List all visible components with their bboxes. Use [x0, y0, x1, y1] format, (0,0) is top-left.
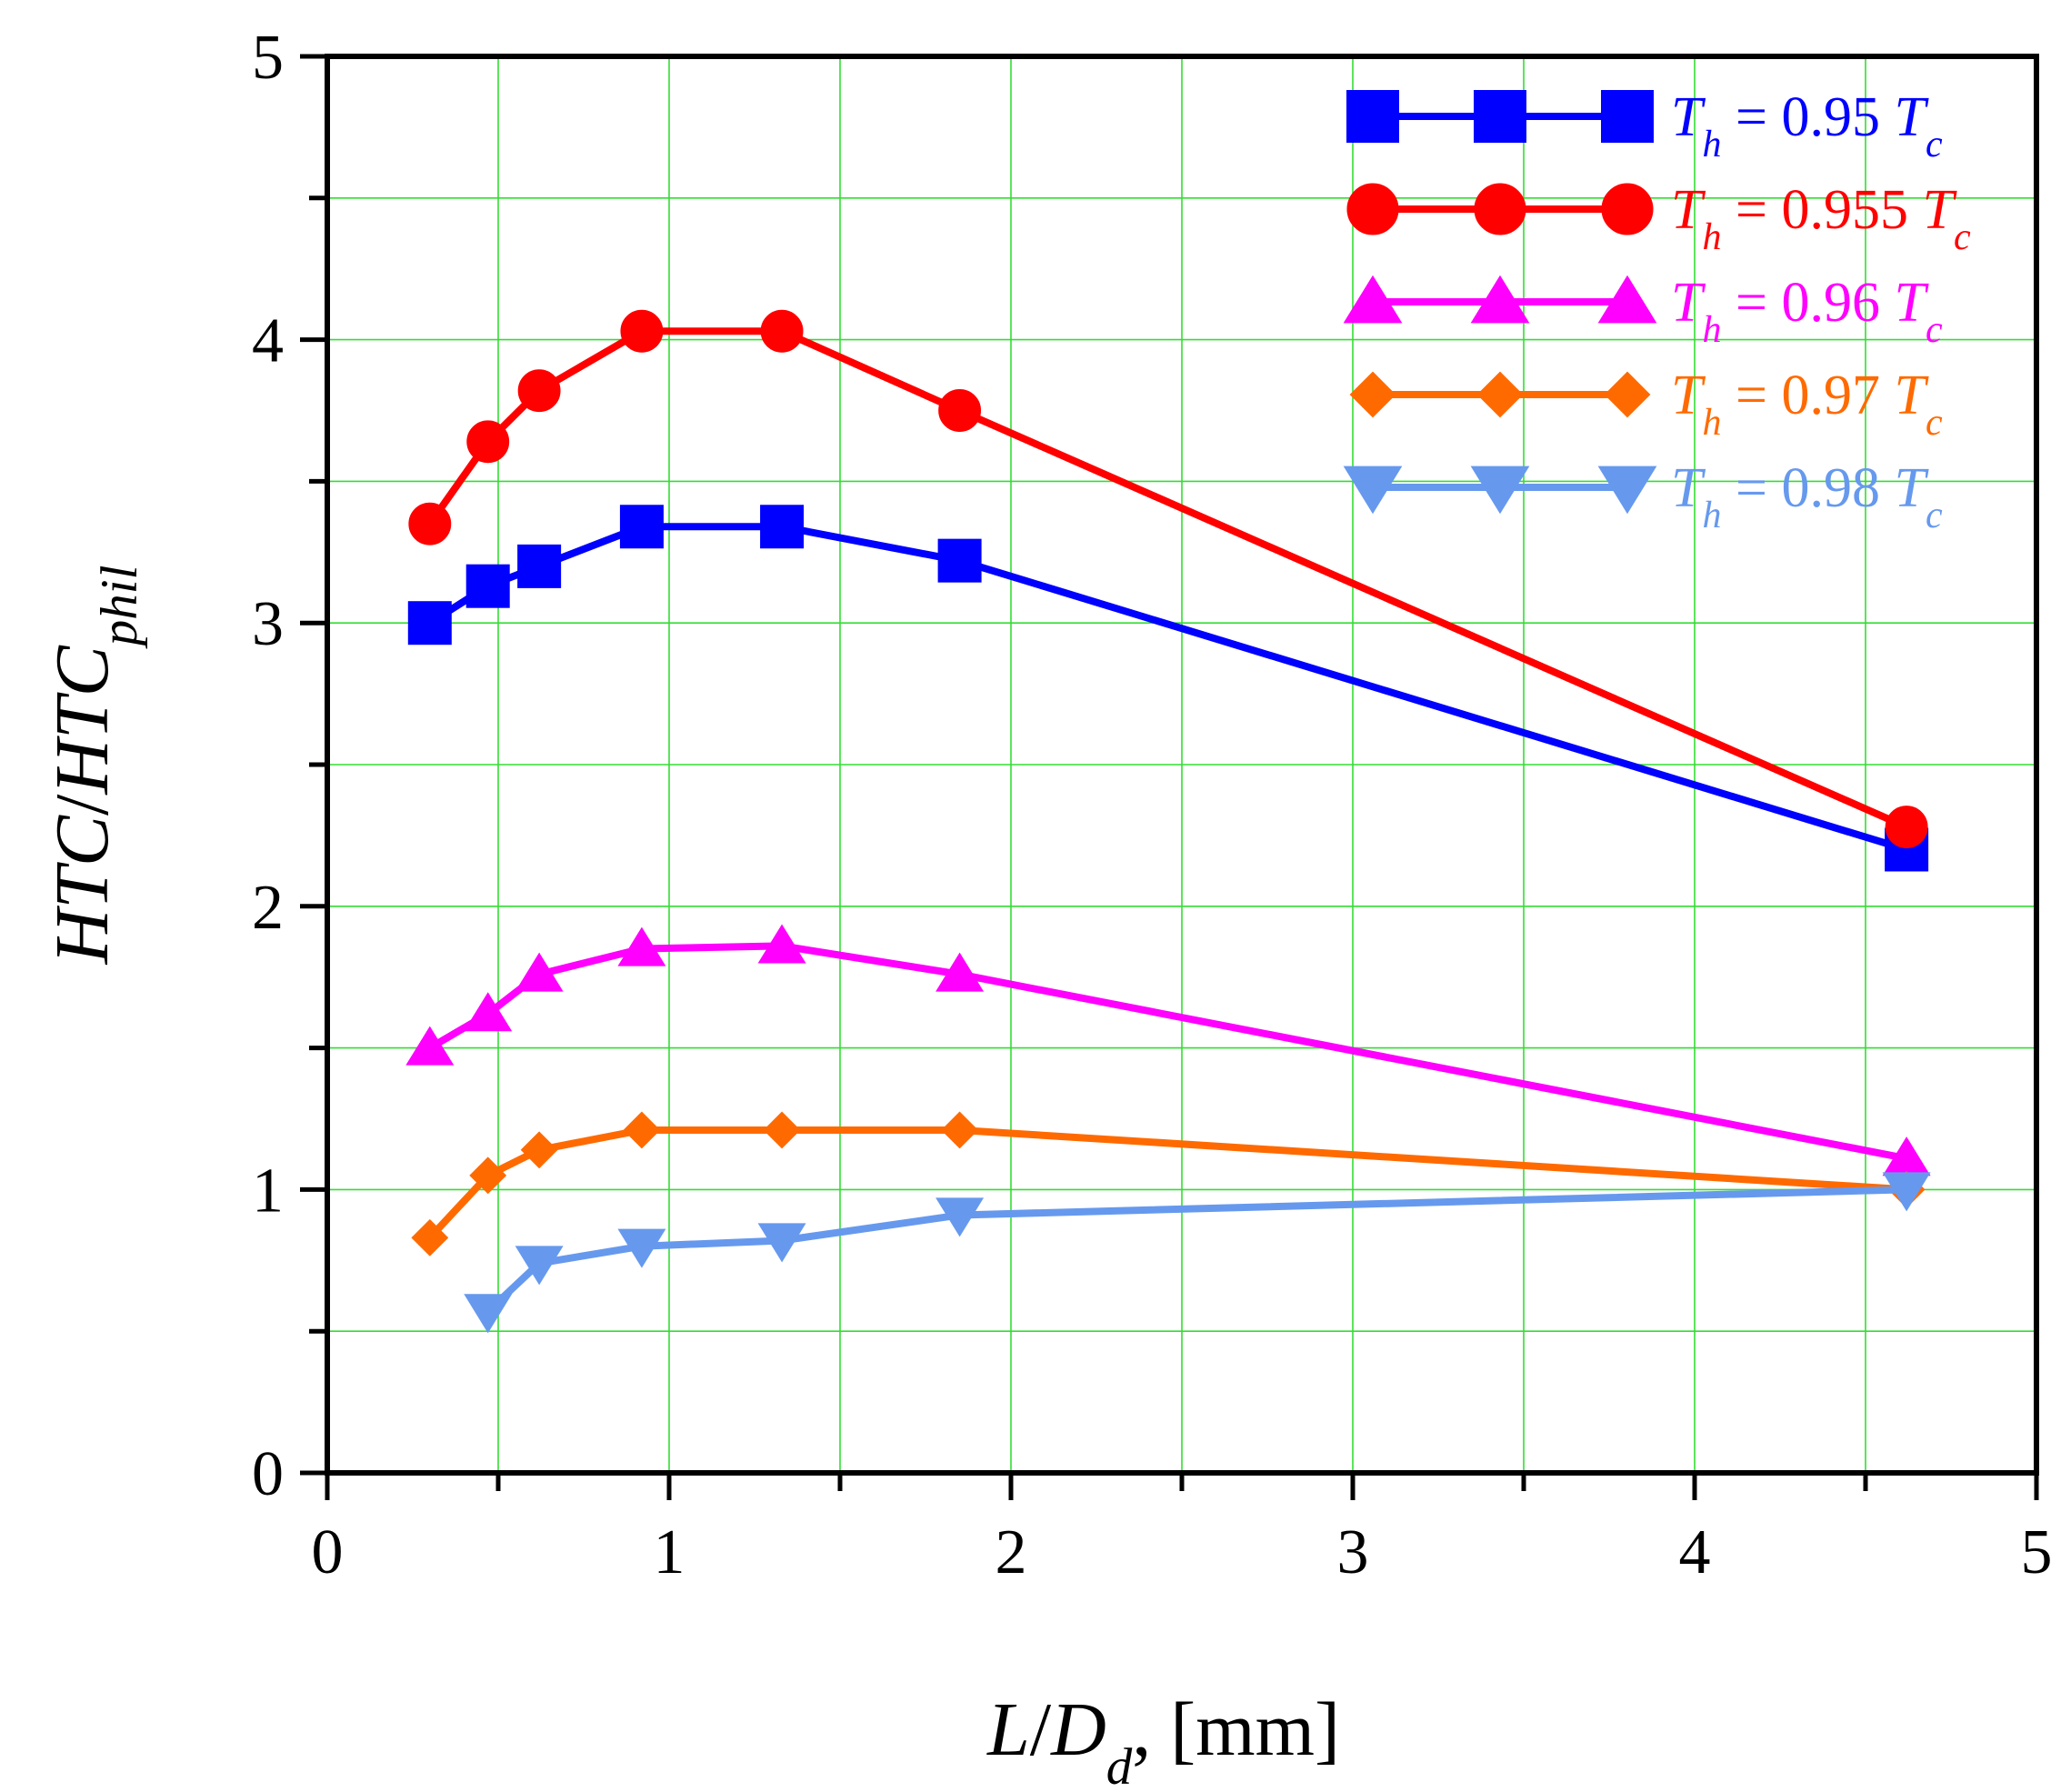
series-group: [405, 309, 1931, 1334]
series-triangle-down: [464, 1172, 1931, 1334]
x-tick-label: 1: [654, 1517, 685, 1587]
marker-triangle-down: [757, 1223, 806, 1263]
x-tick-label: 2: [995, 1517, 1027, 1587]
marker-circle: [517, 369, 561, 413]
marker-triangle-down: [1343, 466, 1403, 515]
marker-square: [465, 564, 510, 608]
marker-circle: [1346, 183, 1399, 235]
marker-diamond: [469, 1156, 507, 1195]
legend-label: Th = 0.96 Tc: [1671, 272, 1943, 351]
legend: Th = 0.95 Tc Th = 0.955 Tc Th = 0.96 Tc Th …: [1343, 86, 1971, 536]
marker-circle: [1601, 183, 1654, 235]
legend-label: Th = 0.98 Tc: [1671, 457, 1943, 536]
marker-triangle-down: [464, 1294, 513, 1334]
marker-circle: [938, 389, 982, 432]
marker-diamond: [411, 1218, 449, 1256]
marker-triangle-up: [617, 926, 666, 966]
series-triangle-up: [405, 924, 1931, 1176]
y-tick-label: 4: [252, 306, 284, 376]
legend-entry: Th = 0.97 Tc: [1349, 365, 1943, 444]
y-tick-label: 3: [252, 589, 284, 659]
y-tick-label: 0: [252, 1439, 284, 1509]
series-line: [426, 1126, 1907, 1241]
marker-triangle-up: [1343, 275, 1403, 324]
legend-entry: Th = 0.955 Tc: [1346, 179, 1971, 258]
marker-circle: [1885, 806, 1928, 848]
marker-square: [1346, 90, 1399, 143]
marker-triangle-down: [1882, 1172, 1931, 1212]
marker-square: [407, 601, 452, 646]
marker-triangle-up: [464, 992, 513, 1032]
marker-triangle-down: [935, 1197, 985, 1237]
x-tick-label: 5: [2021, 1517, 2053, 1587]
marker-triangle-down: [515, 1246, 564, 1286]
x-tick-label: 3: [1337, 1517, 1369, 1587]
x-axis-label: L/Dd, [mm]: [986, 1687, 1340, 1792]
marker-circle: [620, 309, 664, 353]
y-tick-label: 5: [252, 23, 284, 93]
legend-entry: Th = 0.98 Tc: [1343, 457, 1943, 536]
marker-square: [1601, 90, 1654, 143]
marker-diamond: [941, 1111, 979, 1149]
marker-circle: [1474, 183, 1526, 235]
marker-square: [937, 538, 982, 583]
grid: [327, 56, 2036, 1473]
x-tick-labels: 0 1 2 3 4 5: [312, 1517, 2053, 1587]
marker-circle: [466, 420, 510, 464]
series-square: [407, 505, 1929, 872]
x-tick-label: 4: [1679, 1517, 1711, 1587]
marker-triangle-up: [405, 1026, 455, 1066]
marker-diamond: [1476, 371, 1524, 418]
y-tick-label: 1: [252, 1156, 284, 1226]
x-tick-label: 0: [312, 1517, 344, 1587]
y-tick-label: 2: [252, 873, 284, 943]
marker-diamond: [1349, 371, 1396, 418]
marker-circle: [760, 309, 804, 353]
series-line: [485, 1186, 1907, 1315]
marker-triangle-down: [1597, 466, 1657, 515]
marker-square: [517, 544, 562, 588]
series-circle: [408, 309, 1928, 848]
series-line: [427, 523, 1908, 854]
y-axis-label: HTC/HTCphil: [40, 566, 148, 966]
legend-label: Th = 0.955 Tc: [1671, 179, 1971, 258]
marker-diamond: [520, 1131, 558, 1169]
marker-triangle-up: [1470, 275, 1530, 324]
legend-label: Th = 0.95 Tc: [1671, 86, 1943, 165]
marker-triangle-up: [515, 952, 564, 992]
marker-square: [1474, 90, 1526, 143]
marker-triangle-up: [935, 952, 985, 992]
marker-circle: [408, 502, 452, 546]
axis-ticks: [300, 54, 2039, 1500]
legend-entry: Th = 0.96 Tc: [1343, 272, 1943, 351]
legend-label: Th = 0.97 Tc: [1671, 365, 1943, 444]
marker-triangle-up: [757, 924, 806, 964]
legend-entry: Th = 0.95 Tc: [1346, 86, 1943, 165]
marker-square: [760, 505, 805, 549]
marker-diamond: [1604, 371, 1651, 418]
marker-diamond: [763, 1111, 801, 1149]
marker-square: [619, 505, 664, 549]
marker-triangle-down: [617, 1228, 666, 1268]
marker-triangle-down: [1470, 466, 1530, 515]
marker-triangle-up: [1597, 275, 1657, 324]
y-tick-labels: 0 1 2 3 4 5: [252, 23, 284, 1509]
marker-diamond: [623, 1111, 661, 1149]
